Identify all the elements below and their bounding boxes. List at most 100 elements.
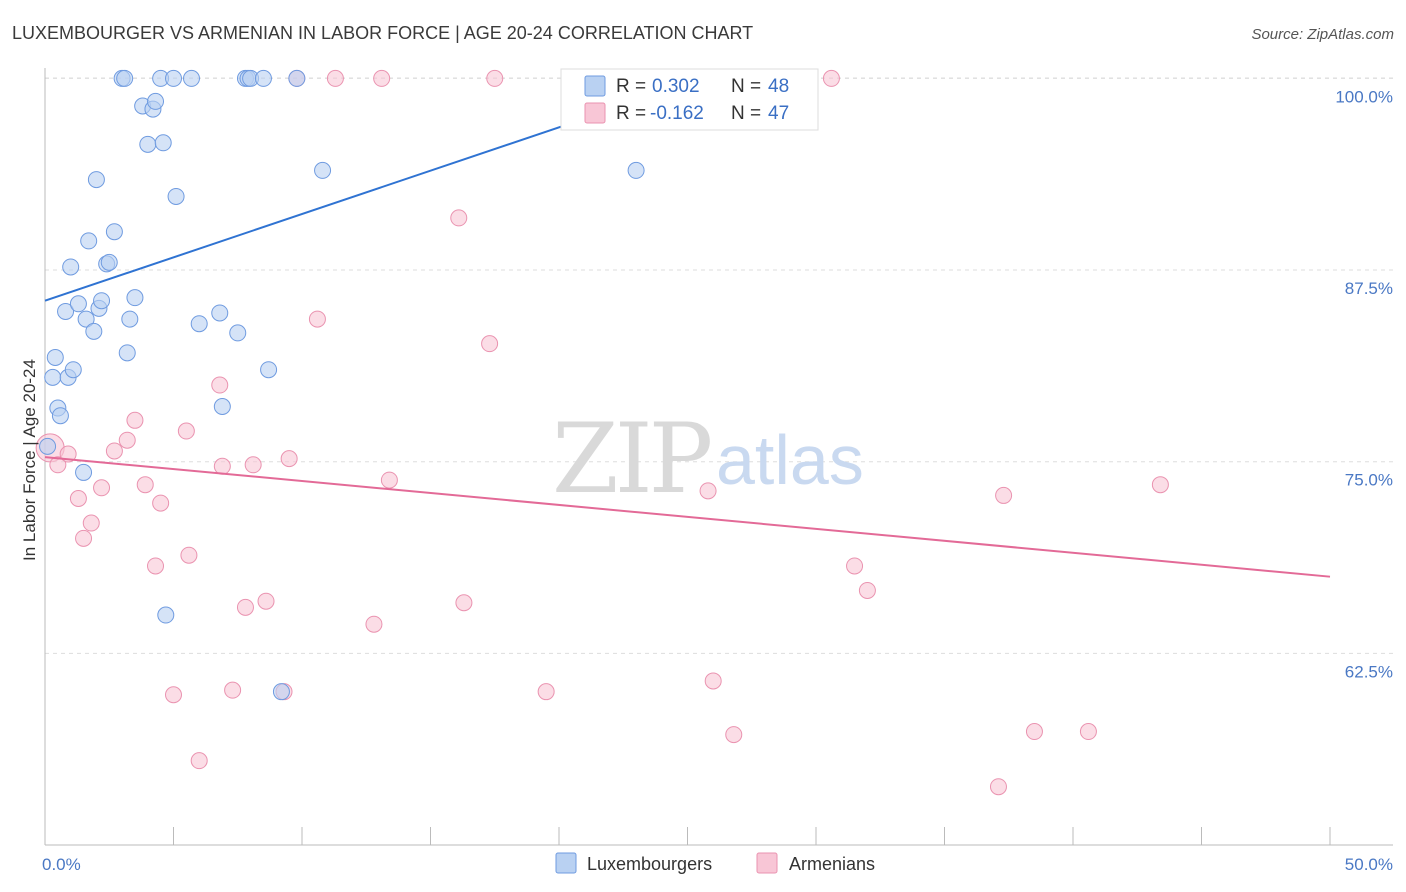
armenian-point-3 <box>69 489 87 507</box>
luxembourger-point-5 <box>57 302 75 320</box>
y-tick-label-3: 100.0% <box>1335 87 1393 106</box>
luxembourger-point-18 <box>100 253 118 271</box>
luxembourger-point-16 <box>93 292 111 310</box>
luxembourger-point-33 <box>167 187 185 205</box>
legend-r-value-armenians: -0.162 <box>650 103 704 124</box>
armenian-point-15 <box>180 546 198 564</box>
luxembourger-point-9 <box>69 295 87 313</box>
luxembourger-point-28 <box>147 92 165 110</box>
y-tick-label-2: 87.5% <box>1345 279 1393 298</box>
armenian-point-16 <box>190 752 208 770</box>
x-tick-label-1: 50.0% <box>1345 855 1393 874</box>
armenian-point-39 <box>822 69 840 87</box>
luxembourger-point-0 <box>39 437 57 455</box>
y-axis-label: In Labor Force | Age 20-24 <box>20 359 39 561</box>
bottom-legend-label-luxembourgers: Luxembourgers <box>587 854 712 874</box>
armenian-point-29 <box>373 69 391 87</box>
armenian-point-4 <box>75 529 93 547</box>
luxembourger-point-43 <box>260 361 278 379</box>
luxembourger-point-2 <box>46 348 64 366</box>
luxembourger-point-35 <box>190 315 208 333</box>
legend-r-value-luxembourgers: 0.302 <box>652 76 700 97</box>
luxembourger-point-32 <box>165 69 182 87</box>
armenian-point-36 <box>699 482 717 500</box>
armenian-point-6 <box>93 479 111 497</box>
watermark: ZIP atlas <box>552 403 864 515</box>
armenian-point-21 <box>244 456 262 474</box>
luxembourger-point-10 <box>75 463 93 481</box>
armenian-point-19 <box>224 681 242 699</box>
y-tick-label-1: 75.0% <box>1345 471 1393 490</box>
armenian-point-18 <box>213 457 231 475</box>
y-tick-labels: 62.5% 75.0% 87.5% 100.0% <box>1335 87 1393 681</box>
bottom-legend-label-armenians: Armenians <box>789 854 875 874</box>
luxembourger-point-47 <box>627 161 645 179</box>
y-tick-label-0: 62.5% <box>1345 662 1393 681</box>
armenian-point-24 <box>280 450 298 468</box>
armenian-point-31 <box>455 594 473 612</box>
bottom-legend-swatch-armenians <box>756 852 778 874</box>
luxembourger-point-34 <box>182 69 200 87</box>
armenian-point-45 <box>1079 723 1097 741</box>
luxembourger-point-42 <box>254 69 272 87</box>
x-tick-labels: 0.0% 50.0% <box>42 855 1393 874</box>
legend-swatch-luxembourgers <box>584 75 606 97</box>
armenian-point-5 <box>82 514 100 532</box>
watermark-atlas: atlas <box>716 421 864 499</box>
luxembourger-point-1 <box>44 368 62 386</box>
armenian-point-37 <box>704 672 722 690</box>
luxembourger-point-12 <box>80 232 98 250</box>
armenian-point-30 <box>380 471 398 489</box>
luxembourger-point-19 <box>105 223 123 241</box>
armenian-point-14 <box>177 422 195 440</box>
luxembourger-point-30 <box>154 134 172 152</box>
armenian-point-10 <box>136 476 154 494</box>
legend-n-value-armenians: 47 <box>768 103 789 124</box>
chart-title: LUXEMBOURGER VS ARMENIAN IN LABOR FORCE … <box>12 23 753 43</box>
legend-n-label-armenians: N = <box>731 103 761 124</box>
luxembourger-point-36 <box>211 304 229 322</box>
armenian-point-42 <box>989 778 1007 796</box>
chart-source: Source: ZipAtlas.com <box>1251 26 1394 43</box>
legend-r-label-armenians: R = <box>616 103 646 124</box>
luxembourger-point-14 <box>87 171 105 189</box>
armenian-point-27 <box>326 69 344 87</box>
luxembourger-point-26 <box>139 135 157 153</box>
armenian-point-34 <box>486 69 504 87</box>
luxembourger-point-31 <box>157 606 175 624</box>
luxembourger-point-8 <box>64 361 82 379</box>
luxembourger-point-13 <box>85 322 103 340</box>
stats-legend: R = 0.302 N = 48 R = -0.162 N = 47 <box>560 68 819 131</box>
luxembourger-point-11 <box>77 310 95 328</box>
bottom-legend-swatch-luxembourgers <box>555 852 577 874</box>
legend-swatch-armenians <box>584 102 606 124</box>
armenian-point-12 <box>152 494 170 512</box>
armenian-point-28 <box>365 615 383 633</box>
armenian-point-46 <box>1151 476 1169 494</box>
x-tick-label-0: 0.0% <box>42 855 81 874</box>
armenian-point-43 <box>995 486 1013 504</box>
armenian-point-35 <box>537 683 555 701</box>
armenian-point-11 <box>147 557 165 575</box>
series-legend: Luxembourgers Armenians <box>555 852 875 874</box>
armenian-point-32 <box>450 209 468 227</box>
luxembourger-point-46 <box>314 161 332 179</box>
armenian-point-7 <box>105 442 123 460</box>
data-points <box>35 69 1169 796</box>
gridlines <box>45 77 1393 654</box>
luxembourger-point-7 <box>62 258 80 276</box>
luxembourger-point-37 <box>213 398 231 416</box>
luxembourger-point-24 <box>126 289 144 307</box>
armenian-point-26 <box>308 310 326 328</box>
armenian-point-41 <box>858 581 876 599</box>
armenian-point-20 <box>236 598 254 616</box>
armenian-point-8 <box>118 431 136 449</box>
armenian-point-38 <box>725 726 743 744</box>
armenian-point-9 <box>126 411 144 429</box>
luxembourger-point-23 <box>121 310 139 328</box>
armenian-point-13 <box>165 686 182 704</box>
armenian-point-33 <box>481 335 499 353</box>
armenian-trend-line <box>44 456 1331 578</box>
legend-n-value-luxembourgers: 48 <box>768 76 789 97</box>
luxembourger-point-4 <box>51 407 69 425</box>
